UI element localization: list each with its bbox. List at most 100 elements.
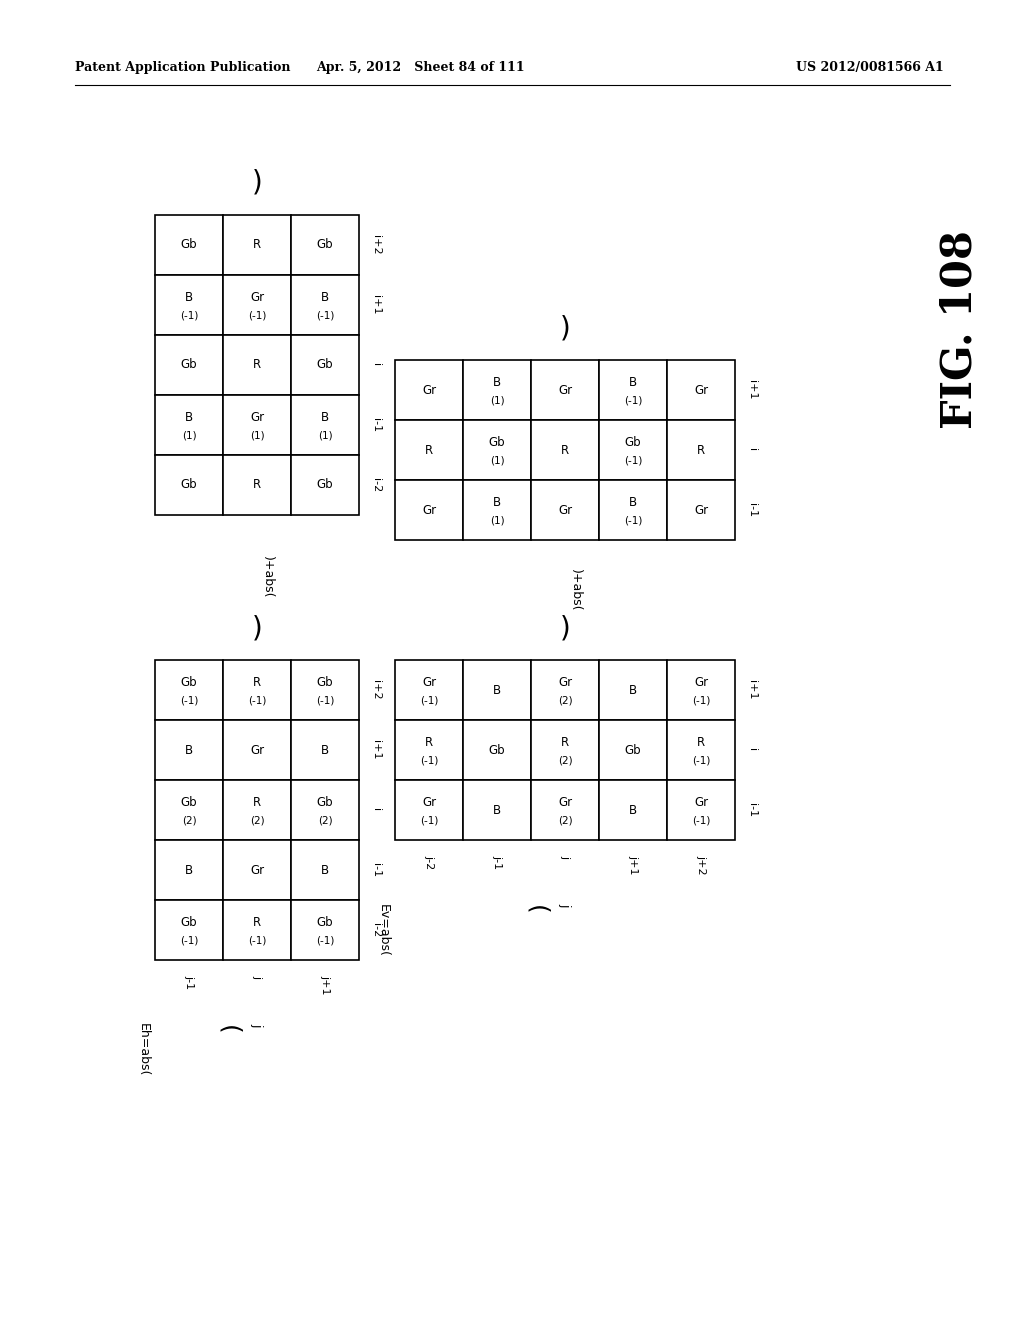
Text: ): ) <box>560 614 570 642</box>
Text: i: i <box>746 748 757 751</box>
Text: i+1: i+1 <box>746 380 757 400</box>
Text: FIG. 108: FIG. 108 <box>939 231 981 429</box>
Bar <box>223 215 291 275</box>
Text: (-1): (-1) <box>315 696 334 706</box>
Text: j: j <box>252 975 262 978</box>
Text: Gb: Gb <box>180 359 198 371</box>
Text: B: B <box>629 804 637 817</box>
Text: Gb: Gb <box>316 916 334 929</box>
Bar <box>223 660 291 719</box>
Text: )+abs(: )+abs( <box>568 569 582 611</box>
Text: B: B <box>321 863 329 876</box>
Bar <box>291 275 359 335</box>
Text: (-1): (-1) <box>248 310 266 321</box>
Text: R: R <box>253 916 261 929</box>
Text: Gb: Gb <box>316 239 334 252</box>
Text: (-1): (-1) <box>315 936 334 946</box>
Text: Gr: Gr <box>250 863 264 876</box>
Bar <box>155 900 223 960</box>
Text: B: B <box>493 684 501 697</box>
Bar <box>531 780 599 840</box>
Bar <box>155 335 223 395</box>
Text: j: j <box>558 903 571 907</box>
Text: Gb: Gb <box>316 676 334 689</box>
Text: Gr: Gr <box>250 290 264 304</box>
Bar <box>599 360 667 420</box>
Text: Gb: Gb <box>488 743 505 756</box>
Text: Gr: Gr <box>422 503 436 516</box>
Text: j-1: j-1 <box>184 975 194 989</box>
Text: (1): (1) <box>489 396 504 405</box>
Bar <box>599 660 667 719</box>
Text: i-1: i-1 <box>746 503 757 517</box>
Bar <box>291 719 359 780</box>
Bar <box>291 455 359 515</box>
Text: j+1: j+1 <box>319 975 330 994</box>
Text: Gr: Gr <box>694 676 708 689</box>
Bar <box>291 780 359 840</box>
Bar <box>223 719 291 780</box>
Text: Gr: Gr <box>694 503 708 516</box>
Bar <box>291 840 359 900</box>
Text: B: B <box>321 743 329 756</box>
Text: (-1): (-1) <box>180 936 199 946</box>
Text: (1): (1) <box>317 430 333 441</box>
Bar <box>531 480 599 540</box>
Text: B: B <box>185 411 194 424</box>
Bar <box>395 780 463 840</box>
Text: B: B <box>629 684 637 697</box>
Text: (1): (1) <box>489 455 504 466</box>
Text: Gr: Gr <box>558 676 572 689</box>
Text: j+1: j+1 <box>628 855 638 874</box>
Text: (2): (2) <box>181 816 197 826</box>
Text: i-1: i-1 <box>371 418 381 432</box>
Text: Gb: Gb <box>180 916 198 929</box>
Text: Apr. 5, 2012   Sheet 84 of 111: Apr. 5, 2012 Sheet 84 of 111 <box>315 62 524 74</box>
Bar <box>291 660 359 719</box>
Bar <box>531 360 599 420</box>
Bar <box>667 780 735 840</box>
Text: Ev=abs(: Ev=abs( <box>377 904 390 957</box>
Text: (-1): (-1) <box>624 455 642 466</box>
Text: Gb: Gb <box>180 239 198 252</box>
Text: (1): (1) <box>250 430 264 441</box>
Text: ): ) <box>560 314 570 342</box>
Bar <box>291 335 359 395</box>
Text: R: R <box>697 444 706 457</box>
Bar <box>395 660 463 719</box>
Text: Gb: Gb <box>316 796 334 809</box>
Text: (2): (2) <box>317 816 333 826</box>
Bar <box>223 395 291 455</box>
Bar <box>395 719 463 780</box>
Text: Gb: Gb <box>316 479 334 491</box>
Text: (-1): (-1) <box>692 816 711 826</box>
Text: (-1): (-1) <box>180 696 199 706</box>
Bar <box>667 480 735 540</box>
Text: (1): (1) <box>489 516 504 525</box>
Bar <box>223 900 291 960</box>
Text: (-1): (-1) <box>692 696 711 706</box>
Text: i: i <box>746 449 757 451</box>
Bar <box>599 780 667 840</box>
Text: B: B <box>185 863 194 876</box>
Text: Eh=abs(: Eh=abs( <box>137 1023 150 1077</box>
Bar <box>531 420 599 480</box>
Bar <box>531 660 599 719</box>
Text: i-2: i-2 <box>371 478 381 492</box>
Text: (-1): (-1) <box>248 936 266 946</box>
Text: (-1): (-1) <box>624 516 642 525</box>
Bar <box>599 719 667 780</box>
Bar <box>291 215 359 275</box>
Text: Gr: Gr <box>558 503 572 516</box>
Text: R: R <box>253 676 261 689</box>
Text: Gr: Gr <box>558 384 572 396</box>
Text: i+1: i+1 <box>746 680 757 700</box>
Bar <box>599 420 667 480</box>
Text: Gr: Gr <box>250 411 264 424</box>
Text: j: j <box>251 1023 263 1027</box>
Text: Gb: Gb <box>180 676 198 689</box>
Bar <box>155 275 223 335</box>
Text: B: B <box>321 290 329 304</box>
Text: R: R <box>561 444 569 457</box>
Text: (: ( <box>524 906 548 915</box>
